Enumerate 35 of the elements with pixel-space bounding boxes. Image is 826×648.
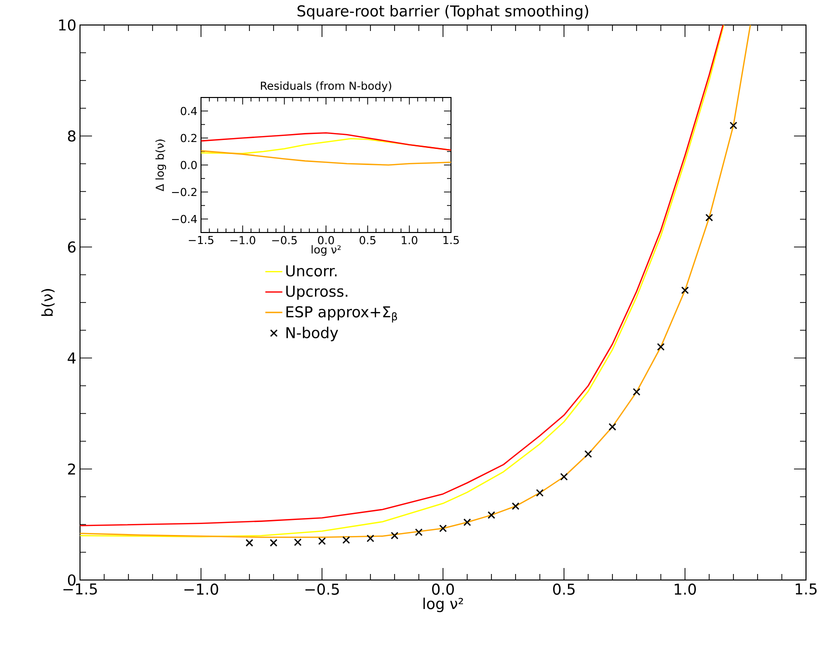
x-tick-label: 1.5 xyxy=(796,584,817,595)
x-tick-label: 0.0 xyxy=(318,236,334,244)
x-tick-label: −1.0 xyxy=(184,584,218,595)
y-tick-label: 10 xyxy=(59,19,76,31)
x-tick-label: −0.5 xyxy=(272,236,297,244)
x-tick-label: −1.5 xyxy=(188,236,214,244)
x-tick-label: −1.5 xyxy=(63,584,97,595)
x-tick-label: −1.0 xyxy=(230,236,256,244)
y-tick-label: 4 xyxy=(68,352,76,364)
y-tick-label: 6 xyxy=(68,241,76,253)
y-tick-label: 8 xyxy=(68,130,76,142)
x-axis-title: log ν² xyxy=(423,598,463,612)
chart-title: Square-root barrier (Tophat smoothing) xyxy=(298,5,588,20)
x-tick-label: 0.0 xyxy=(432,584,454,595)
legend-label: Uncorr. xyxy=(286,265,337,277)
x-tick-label: 0.5 xyxy=(553,584,575,595)
x-tick-label: 0.5 xyxy=(360,236,376,244)
x-tick-label: 1.0 xyxy=(674,584,696,595)
y-axis-title: b(ν) xyxy=(41,289,55,316)
legend-label: N-body xyxy=(286,326,338,342)
y-axis-title: Δ log b(ν) xyxy=(155,140,166,192)
y-tick-label: 0.0 xyxy=(180,160,197,170)
legend-label: ESP approx+Σ$_{β}$ xyxy=(286,306,398,322)
y-tick-label: 0 xyxy=(68,574,76,586)
y-tick-label: 0.4 xyxy=(180,106,197,116)
y-tick-label: 2 xyxy=(68,463,75,475)
x-axis-title: log ν² xyxy=(312,245,341,256)
x-tick-label: 1.0 xyxy=(402,236,418,244)
y-tick-label: 0.2 xyxy=(180,134,196,142)
y-tick-label: −0.4 xyxy=(172,214,197,224)
x-tick-label: 1.5 xyxy=(443,236,459,244)
y-tick-label: −0.2 xyxy=(172,188,196,196)
x-tick-label: −0.5 xyxy=(305,584,339,595)
chart-title: Residuals (from N-body) xyxy=(260,81,392,92)
legend-label: Upcross. xyxy=(286,286,348,300)
